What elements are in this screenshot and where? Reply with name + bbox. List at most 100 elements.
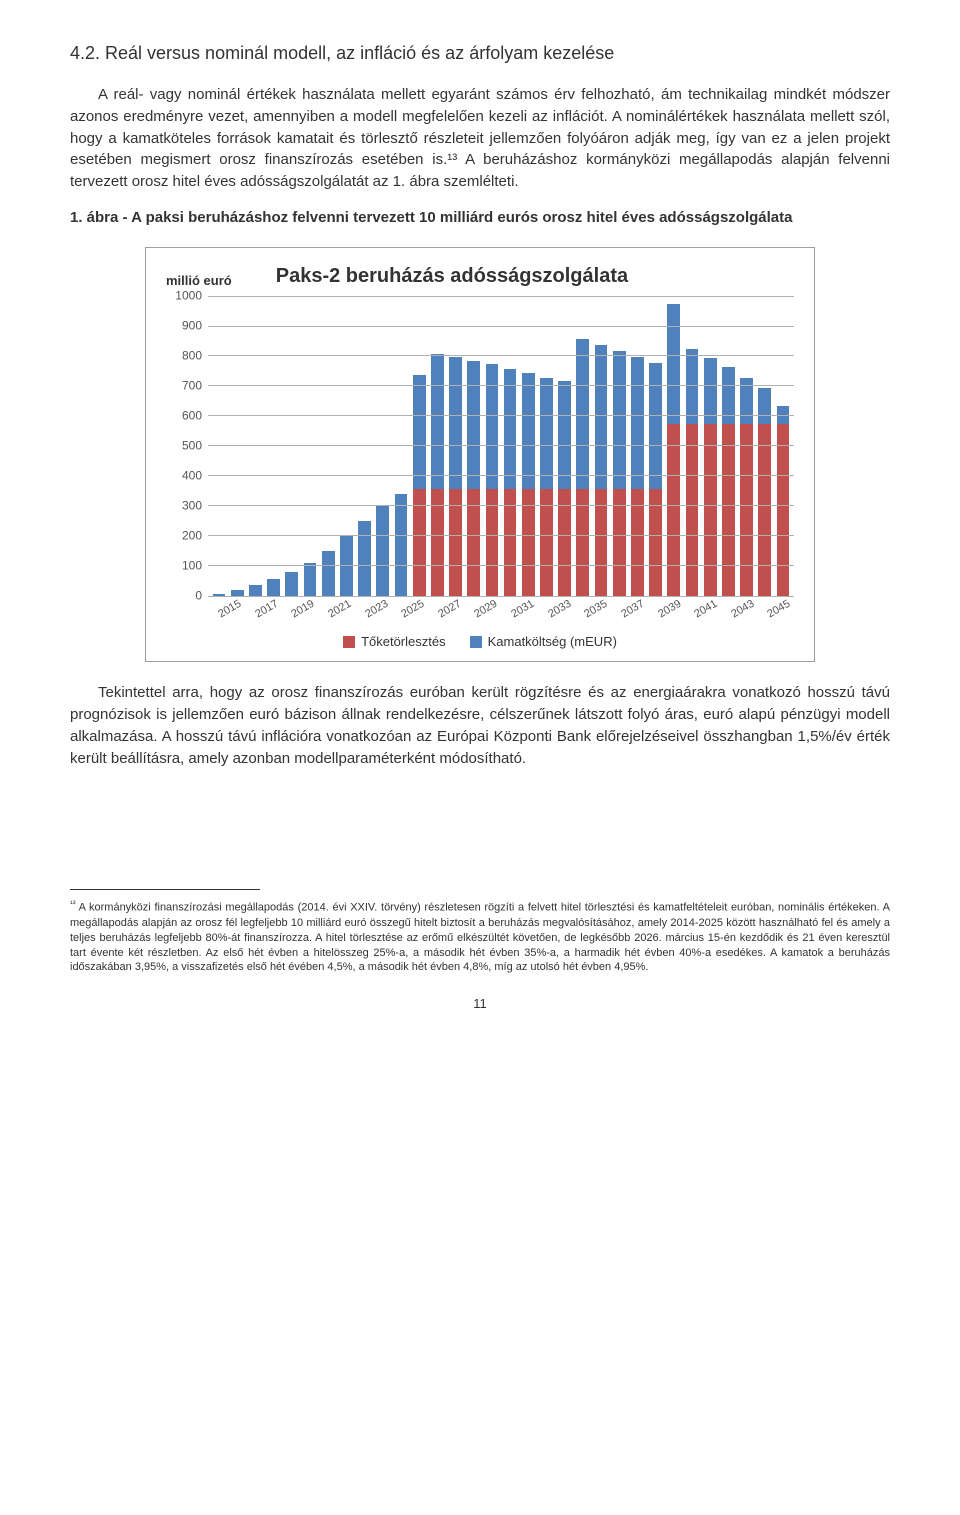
bar-2024 bbox=[374, 297, 392, 596]
bar-2019 bbox=[283, 297, 301, 596]
bar-2042 bbox=[701, 297, 719, 596]
bar-segment-interest bbox=[376, 506, 389, 596]
footnote-rule bbox=[70, 889, 260, 890]
bar-2020 bbox=[301, 297, 319, 596]
bar-segment-principal bbox=[686, 424, 699, 595]
x-tick-label: 2027 bbox=[430, 593, 470, 625]
x-tick-label: 2041 bbox=[687, 593, 727, 625]
bar-segment-interest bbox=[358, 521, 371, 596]
figure-caption: 1. ábra - A paksi beruházáshoz felvenni … bbox=[70, 207, 890, 229]
bar-segment-interest bbox=[631, 357, 644, 489]
bar-2018 bbox=[265, 297, 283, 596]
footnote-text: A kormányközi finanszírozási megállapodá… bbox=[70, 902, 890, 973]
bar-2028 bbox=[446, 297, 464, 596]
bar-segment-interest bbox=[431, 354, 444, 489]
bar-2021 bbox=[319, 297, 337, 596]
bar-segment-interest bbox=[322, 551, 335, 596]
y-tick-label: 400 bbox=[182, 468, 202, 485]
bar-segment-interest bbox=[522, 373, 535, 489]
chart-x-axis: 2015201720192021202320252027202920312033… bbox=[208, 603, 794, 619]
bar-2031 bbox=[501, 297, 519, 596]
debt-service-chart: millió euró Paks-2 beruházás adósságszol… bbox=[145, 247, 815, 663]
bar-segment-interest bbox=[395, 494, 408, 596]
bar-2023 bbox=[356, 297, 374, 596]
y-tick-label: 800 bbox=[182, 348, 202, 365]
legend-item-interest: Kamatköltség (mEUR) bbox=[470, 633, 617, 652]
x-tick-label: 2035 bbox=[577, 593, 617, 625]
bar-segment-interest bbox=[213, 594, 226, 596]
bar-segment-principal bbox=[740, 424, 753, 595]
chart-plot-area: 01002003004005006007008009001000 bbox=[166, 297, 794, 597]
x-tick-label: 2021 bbox=[320, 593, 360, 625]
legend-swatch-principal bbox=[343, 636, 355, 648]
x-tick-label: 2037 bbox=[613, 593, 653, 625]
bar-segment-principal bbox=[758, 424, 771, 595]
bar-segment-interest bbox=[449, 357, 462, 489]
x-tick-label: 2033 bbox=[540, 593, 580, 625]
bar-2043 bbox=[719, 297, 737, 596]
bar-2044 bbox=[737, 297, 755, 596]
bar-2017 bbox=[246, 297, 264, 596]
bar-2036 bbox=[592, 297, 610, 596]
x-tick-label: 2017 bbox=[247, 593, 287, 625]
bar-segment-interest bbox=[558, 381, 571, 489]
bar-segment-interest bbox=[595, 345, 608, 489]
bar-2015 bbox=[210, 297, 228, 596]
bar-segment-interest bbox=[249, 585, 262, 596]
bar-segment-interest bbox=[304, 563, 317, 596]
section-heading: 4.2. Reál versus nominál modell, az infl… bbox=[70, 40, 890, 66]
chart-bars bbox=[208, 297, 794, 596]
bar-2040 bbox=[665, 297, 683, 596]
bar-segment-interest bbox=[667, 304, 680, 424]
bar-segment-interest bbox=[649, 363, 662, 489]
bar-2045 bbox=[756, 297, 774, 596]
chart-header: millió euró Paks-2 beruházás adósságszol… bbox=[166, 262, 794, 291]
page-number: 11 bbox=[70, 995, 890, 1014]
y-tick-label: 1000 bbox=[175, 288, 202, 305]
bar-2016 bbox=[228, 297, 246, 596]
bar-2038 bbox=[628, 297, 646, 596]
x-tick-label: 2039 bbox=[650, 593, 690, 625]
bar-segment-interest bbox=[486, 364, 499, 489]
chart-y-axis: 01002003004005006007008009001000 bbox=[166, 297, 208, 597]
x-tick-label: 2025 bbox=[394, 593, 434, 625]
y-tick-label: 500 bbox=[182, 438, 202, 455]
bar-2046 bbox=[774, 297, 792, 596]
bar-2032 bbox=[519, 297, 537, 596]
bar-2027 bbox=[428, 297, 446, 596]
bar-2026 bbox=[410, 297, 428, 596]
bar-2041 bbox=[683, 297, 701, 596]
paragraph-1: A reál- vagy nominál értékek használata … bbox=[70, 84, 890, 193]
y-tick-label: 900 bbox=[182, 318, 202, 335]
chart-legend: Tőketörlesztés Kamatköltség (mEUR) bbox=[166, 633, 794, 652]
x-tick-label: 2019 bbox=[284, 593, 324, 625]
bar-segment-principal bbox=[667, 424, 680, 595]
bar-2034 bbox=[556, 297, 574, 596]
y-tick-label: 100 bbox=[182, 558, 202, 575]
paragraph-2: Tekintettel arra, hogy az orosz finanszí… bbox=[70, 682, 890, 769]
x-tick-label: 2045 bbox=[760, 593, 800, 625]
bar-2022 bbox=[337, 297, 355, 596]
x-tick-label: 2015 bbox=[210, 593, 250, 625]
bar-2035 bbox=[574, 297, 592, 596]
bar-segment-interest bbox=[285, 572, 298, 596]
chart-plot bbox=[208, 297, 794, 597]
legend-item-principal: Tőketörlesztés bbox=[343, 633, 446, 652]
bar-2033 bbox=[537, 297, 555, 596]
bar-segment-interest bbox=[467, 361, 480, 489]
bar-segment-interest bbox=[504, 369, 517, 489]
bar-segment-interest bbox=[613, 351, 626, 489]
bar-segment-principal bbox=[722, 424, 735, 595]
y-tick-label: 0 bbox=[195, 588, 202, 605]
x-tick-label: 2031 bbox=[503, 593, 543, 625]
bar-segment-interest bbox=[540, 378, 553, 489]
legend-label-principal: Tőketörlesztés bbox=[361, 633, 446, 652]
bar-segment-principal bbox=[777, 424, 790, 595]
y-tick-label: 300 bbox=[182, 498, 202, 515]
x-tick-label: 2023 bbox=[357, 593, 397, 625]
bar-2025 bbox=[392, 297, 410, 596]
bar-segment-interest bbox=[576, 339, 589, 489]
bar-segment-interest bbox=[758, 388, 771, 424]
bar-2039 bbox=[647, 297, 665, 596]
bar-segment-principal bbox=[704, 424, 717, 595]
